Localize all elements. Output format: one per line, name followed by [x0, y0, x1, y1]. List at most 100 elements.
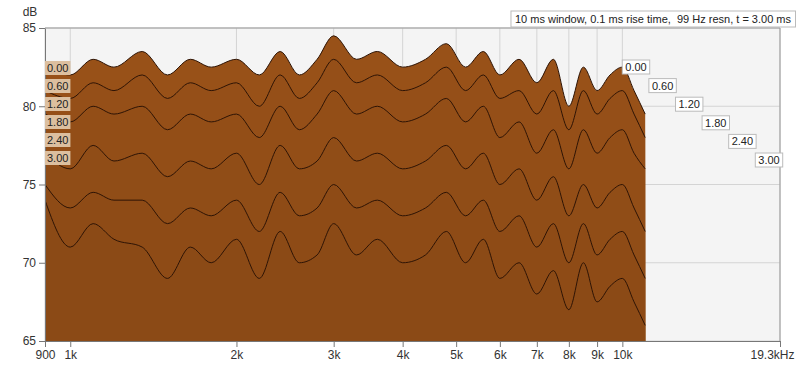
slice-label-text: 0.00 — [625, 61, 646, 73]
tick-mark — [597, 341, 598, 347]
x-tick: 7k — [531, 341, 545, 362]
slice-label-text: 1.20 — [678, 98, 699, 110]
y-tick: 80 — [23, 100, 45, 114]
tick-mark — [70, 341, 71, 347]
tick-label: 1k — [64, 348, 78, 362]
slice-label-text: 1.80 — [705, 117, 726, 129]
tick-mark — [403, 341, 404, 347]
tick-label: 9k — [591, 348, 605, 362]
tick-mark — [45, 341, 46, 347]
slice-label: 0.00 — [45, 61, 70, 75]
tick-label: 2k — [231, 348, 245, 362]
tick-mark — [39, 28, 45, 29]
x-tick: 10k — [613, 341, 633, 362]
slice-line — [45, 200, 645, 325]
tick-label: 900 — [35, 348, 55, 362]
tick-mark — [622, 341, 623, 347]
slice-label-text: 1.80 — [47, 116, 68, 128]
slice-label-box — [45, 97, 70, 111]
slice-area — [45, 185, 645, 342]
y-tick: 75 — [23, 178, 45, 192]
tick-mark — [334, 341, 335, 347]
tick-mark — [39, 263, 45, 264]
slice-label-text: 0.60 — [652, 80, 673, 92]
tick-label: 5k — [450, 348, 464, 362]
tick-label: 80 — [23, 100, 37, 114]
tick-label: 7k — [531, 348, 545, 362]
slices — [45, 36, 645, 341]
slice-label-box — [45, 115, 70, 129]
slice-label: 2.40 — [45, 133, 70, 147]
info-box: 10 ms window, 0.1 ms rise time, 99 Hz re… — [511, 11, 796, 27]
slice-label-text: 2.40 — [47, 134, 68, 146]
slice-label: 0.00 — [622, 60, 649, 74]
frame — [45, 28, 780, 29]
slice-label-box — [45, 133, 70, 147]
slice-label-text: 3.00 — [47, 152, 68, 164]
slice-label-box — [702, 116, 729, 130]
slice-label-box — [675, 97, 702, 111]
tick-mark — [537, 341, 538, 347]
y-tick: 85 — [23, 21, 45, 35]
slice-label-text: 1.20 — [47, 98, 68, 110]
tick-label: 70 — [23, 256, 37, 270]
tick-label: 4k — [397, 348, 411, 362]
tick-mark — [569, 341, 570, 347]
slice-label-text: 3.00 — [758, 154, 779, 166]
x-tick: 3k — [328, 341, 342, 362]
slice-label: 0.60 — [649, 79, 676, 93]
slice-label-box — [649, 79, 676, 93]
tick-label: 75 — [23, 178, 37, 192]
x-tick: 9k — [591, 341, 605, 362]
slice-label: 1.20 — [45, 97, 70, 111]
slice-label-text: 0.00 — [47, 62, 68, 74]
tick-label: 6k — [494, 348, 508, 362]
slice-label-box — [45, 79, 70, 93]
tick-mark — [39, 106, 45, 107]
axis-line — [45, 29, 46, 342]
grid-line — [45, 28, 780, 29]
slice-label: 0.60 — [45, 79, 70, 93]
x-tick: 5k — [450, 341, 464, 362]
slice-label-box — [755, 153, 782, 167]
slice-label: 1.80 — [45, 115, 70, 129]
grid — [45, 28, 780, 341]
y-tick: 65 — [23, 334, 45, 348]
slice-area — [45, 91, 645, 341]
tick-mark — [780, 341, 781, 347]
x-tick: 19.3kHz — [750, 341, 794, 362]
slice-area — [45, 200, 645, 341]
x-tick: 900 — [35, 341, 55, 362]
info-box-frame — [511, 11, 796, 27]
slice-area — [45, 138, 645, 341]
axis-title: dB — [23, 5, 38, 19]
slice-label-box — [622, 60, 649, 74]
x-tick: 8k — [563, 341, 577, 362]
tick-mark — [456, 341, 457, 347]
frame — [780, 28, 781, 341]
slice-area — [45, 59, 645, 341]
tick-label: 65 — [23, 334, 37, 348]
tick-label: 8k — [563, 348, 577, 362]
tick-label: 10k — [613, 348, 633, 362]
tick-label: 3k — [328, 348, 342, 362]
x-tick: 2k — [231, 341, 245, 362]
x-tick: 4k — [397, 341, 411, 362]
slice-label-box — [729, 134, 756, 148]
slice-label-text: 2.40 — [732, 135, 753, 147]
subtitle: 10 ms window, 0.1 ms rise time, 99 Hz re… — [515, 13, 792, 25]
axis-line — [46, 341, 781, 342]
slice-label-box — [45, 61, 70, 75]
y-tick: 70 — [23, 256, 45, 270]
slice-label: 2.40 — [729, 134, 756, 148]
slice-label: 1.80 — [702, 116, 729, 130]
grid-line — [780, 28, 781, 341]
slice-label: 3.00 — [45, 151, 70, 165]
slice-label-box — [45, 151, 70, 165]
tick-mark — [500, 341, 501, 347]
plot-background — [45, 28, 780, 341]
slice-label: 1.20 — [675, 97, 702, 111]
slice-label: 3.00 — [755, 153, 782, 167]
chart: 900 1k 2k 3k 4k 5k 6k 7k 8k 9k 10k 19.3kHz 65 70 75 80 8… — [0, 0, 800, 372]
slice-label-text: 0.60 — [47, 80, 68, 92]
